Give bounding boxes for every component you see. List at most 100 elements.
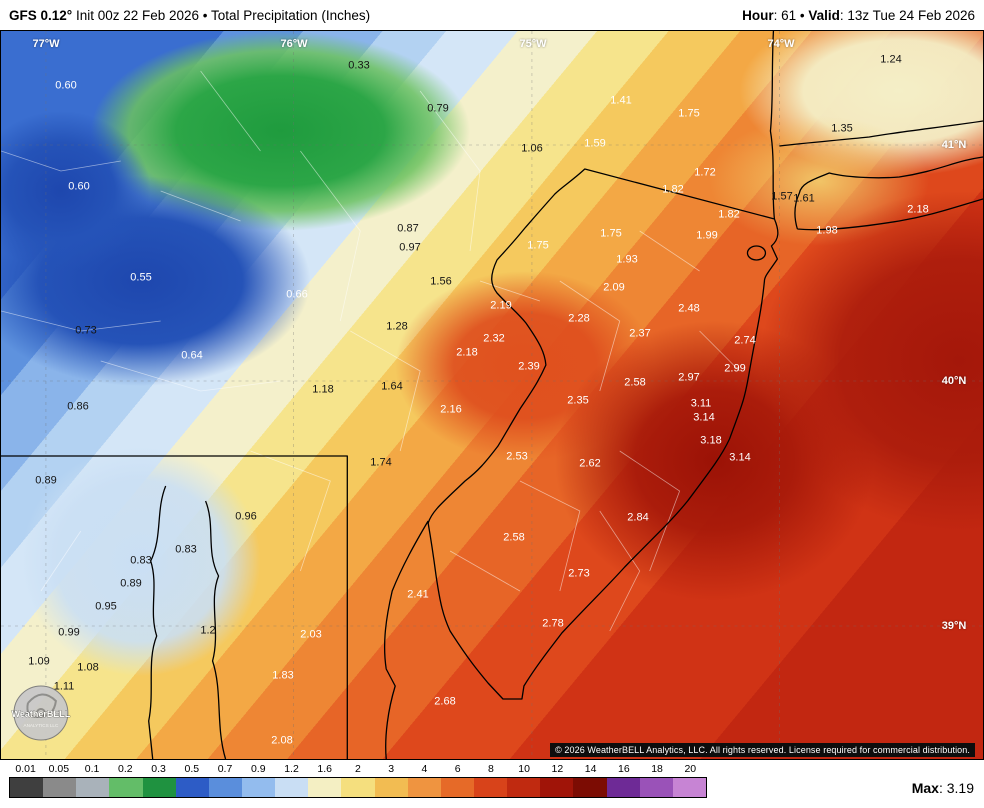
precip-value-label: 1.75	[678, 107, 700, 120]
colorbar-tick-label: 1.2	[284, 763, 299, 776]
map-title: GFS 0.12° Init 00z 22 Feb 2026 • Total P…	[9, 8, 370, 23]
hudson-river	[769, 31, 776, 220]
colorbar-segment	[43, 778, 77, 797]
precip-value-label: 3.11	[690, 397, 712, 410]
precip-value-label: 0.99	[58, 626, 80, 639]
precip-map-canvas: WeatherBELL ANALYTICS LLC	[1, 31, 983, 759]
precip-value-label: 0.60	[68, 180, 90, 193]
colorbar-tick-label: 12	[551, 763, 564, 776]
valid-time: Hour: 61 • Valid: 13z Tue 24 Feb 2026	[742, 8, 975, 23]
precip-value-label: 0.64	[181, 349, 203, 362]
colorbar-tick-label: 0.2	[118, 763, 133, 776]
precip-value-label: 2.03	[300, 628, 322, 641]
precip-value-label: 0.55	[130, 271, 152, 284]
precip-value-label: 1.99	[696, 229, 718, 242]
weatherbell-logo: WeatherBELL ANALYTICS LLC	[11, 685, 71, 741]
precip-value-label: 2.37	[629, 327, 651, 340]
precip-value-label: 0.60	[55, 79, 77, 92]
precip-value-label: 2.08	[271, 734, 293, 747]
colorbar-segment	[76, 778, 110, 797]
precip-value-label: 1.18	[312, 383, 334, 396]
state-borders	[1, 31, 983, 759]
chesapeake-west-shore	[148, 485, 167, 759]
precip-value-label: 0.73	[75, 324, 97, 337]
colorbar-segment	[142, 778, 176, 797]
precip-value-label: 0.66	[286, 288, 308, 301]
precip-value-label: 1.59	[584, 137, 606, 150]
precip-value-label: 0.96	[235, 510, 257, 523]
precip-value-label: 0.86	[67, 400, 89, 413]
precip-value-label: 2.68	[434, 695, 456, 708]
precip-value-label: 1.72	[694, 166, 716, 179]
longitude-label: 77°W	[32, 38, 60, 50]
colorbar-tick-label: 10	[518, 763, 530, 776]
precip-value-label: 2.18	[456, 346, 478, 359]
colorbar-segment	[175, 778, 209, 797]
colorbar-segment	[473, 778, 508, 797]
precip-value-label: 1.41	[610, 94, 632, 107]
precip-value-label: 1.61	[793, 192, 815, 205]
precip-value-label: 2.19	[490, 299, 512, 312]
colorbar-segment	[540, 778, 574, 797]
longitude-label: 76°W	[280, 38, 308, 50]
precip-value-label: 0.33	[348, 59, 370, 72]
precip-value-label: 2.39	[518, 360, 540, 373]
precip-value-label: 2.58	[503, 531, 525, 544]
logo-subtext: ANALYTICS LLC	[24, 723, 59, 728]
logo-swirl-icon	[26, 693, 57, 719]
precip-value-label: 2.97	[678, 371, 700, 384]
colorbar-segment	[672, 778, 706, 797]
colorbar-tick-label: 4	[421, 763, 428, 776]
precip-value-label: 3.14	[729, 451, 751, 464]
latitude-label: 40°N	[941, 375, 967, 387]
precip-value-label: 2.84	[627, 511, 649, 524]
precip-value-label: 1.06	[521, 142, 543, 155]
latitude-label: 39°N	[941, 620, 967, 632]
colorbar-tick-label: 16	[617, 763, 630, 776]
colorbar-tick-label: 14	[584, 763, 597, 776]
max-value: Max: 3.19	[912, 780, 974, 796]
precip-value-label: 1.09	[28, 655, 50, 668]
precip-value-label: 2.41	[407, 588, 429, 601]
precip-value-label: 1.98	[816, 224, 838, 237]
longitude-label: 75°W	[519, 38, 547, 50]
precip-value-label: 2.78	[542, 617, 564, 630]
grid-lines	[1, 31, 983, 759]
ct-coastline	[779, 120, 983, 147]
legend-panel: 0.01 0.05 0.1 0.2 0.3 0.5 0.7 0.9 1.2 1.6 2 3 4 6 8 10 1…	[0, 760, 984, 808]
colorbar-tick-label: 0.3	[151, 763, 166, 776]
max-label: Max	[911, 780, 939, 796]
delaware-coast	[384, 520, 429, 759]
precip-anomaly-blobs	[1, 31, 983, 676]
colorbar-segment	[507, 778, 541, 797]
colorbar-tick-label: 0.1	[84, 763, 100, 776]
precip-value-label: 3.18	[700, 434, 722, 447]
colorbar-tick-label: 18	[651, 763, 663, 776]
precip-value-label: 3.14	[693, 411, 715, 424]
long-island-coast	[794, 156, 983, 231]
precip-value-label: 1.75	[527, 239, 549, 252]
precip-value-label: 1.75	[600, 227, 622, 240]
precip-value-label: 1.35	[831, 122, 853, 135]
valid-value: : 13z Tue 24 Feb 2026	[839, 7, 975, 23]
colorbar-tick-label: 0.01	[15, 763, 36, 776]
county-lines	[1, 70, 740, 632]
precip-value-label: 1.24	[880, 53, 902, 66]
colorbar-segment	[639, 778, 673, 797]
precip-value-label: 2.73	[568, 567, 590, 580]
colorbar	[9, 777, 707, 798]
max-number: : 3.19	[938, 780, 974, 796]
precip-value-label: 0.95	[95, 600, 117, 613]
map-label-layer: 0.60 0.33 0.79 1.41 1.75 1.24 1.59 1.06 1.35 1.72…	[1, 31, 983, 759]
precip-value-label: 0.89	[35, 474, 57, 487]
precip-value-label: 2.58	[624, 376, 646, 389]
precip-value-label: 0.79	[427, 102, 449, 115]
colorbar-segment	[440, 778, 474, 797]
colorbar-tick-label: 0.9	[250, 763, 266, 776]
precip-value-label: 1.74	[370, 456, 392, 469]
colorbar-segment	[341, 778, 375, 797]
precip-value-label: 1.08	[77, 661, 99, 674]
precip-value-label: 0.97	[399, 241, 421, 254]
colorbar-tick-label: 8	[487, 763, 494, 776]
